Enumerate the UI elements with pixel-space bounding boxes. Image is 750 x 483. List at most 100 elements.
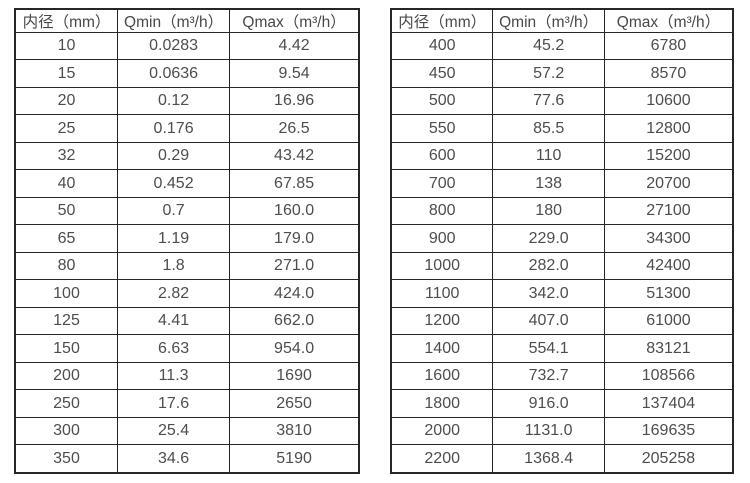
table-cell: 2650: [229, 389, 360, 418]
table-row: 900 229.0 34300: [390, 224, 734, 253]
table-row: 50 0.7 160.0: [14, 196, 360, 226]
table-cell: 424.0: [229, 279, 360, 308]
table-row: 450 57.2 8570: [390, 59, 734, 88]
table-row: 150 6.63 954.0: [14, 334, 360, 363]
table-row: 100 2.82 424.0: [14, 279, 360, 308]
table-row: 500 77.6 10600: [390, 86, 734, 116]
table-cell: 1690: [229, 361, 360, 391]
table-header-row: 内径（mm） Qmin（m³/h） Qmax（m³/h）: [14, 8, 360, 33]
table-cell: 0.7: [116, 196, 231, 226]
table-cell: 1200: [390, 306, 494, 336]
table-cell: 554.1: [492, 334, 605, 363]
table-cell: 0.0636: [116, 59, 231, 88]
table-cell: 800: [390, 196, 494, 226]
table-cell: 350: [14, 444, 118, 474]
table-cell: 0.452: [116, 169, 231, 198]
table-cell: 26.5: [229, 114, 360, 143]
table-row: 550 85.5 12800: [390, 114, 734, 143]
column-header: Qmax（m³/h）: [229, 8, 360, 33]
table-cell: 2.82: [116, 279, 231, 308]
table-cell: 1000: [390, 251, 494, 281]
table-cell: 6780: [603, 31, 734, 61]
table-cell: 700: [390, 169, 494, 198]
table-row: 40 0.452 67.85: [14, 169, 360, 198]
table-row: 80 1.8 271.0: [14, 251, 360, 281]
table-cell: 1800: [390, 389, 494, 418]
table-cell: 0.12: [116, 86, 231, 116]
table-cell: 83121: [603, 334, 734, 363]
table-cell: 282.0: [492, 251, 605, 281]
table-row: 800 180 27100: [390, 196, 734, 226]
table-cell: 200: [14, 361, 118, 391]
table-row: 20 0.12 16.96: [14, 86, 360, 116]
table-row: 1800 916.0 137404: [390, 389, 734, 418]
table-cell: 916.0: [492, 389, 605, 418]
table-cell: 12800: [603, 114, 734, 143]
table-cell: 11.3: [116, 361, 231, 391]
table-row: 600 110 15200: [390, 141, 734, 171]
table-cell: 34300: [603, 224, 734, 253]
table-cell: 600: [390, 141, 494, 171]
table-row: 125 4.41 662.0: [14, 306, 360, 336]
table-cell: 900: [390, 224, 494, 253]
table-cell: 3810: [229, 416, 360, 446]
table-row: 300 25.4 3810: [14, 416, 360, 446]
table-cell: 0.29: [116, 141, 231, 171]
table-cell: 169635: [603, 416, 734, 446]
table-cell: 25.4: [116, 416, 231, 446]
table-cell: 80: [14, 251, 118, 281]
table-row: 32 0.29 43.42: [14, 141, 360, 171]
table-cell: 50: [14, 196, 118, 226]
table-cell: 8570: [603, 59, 734, 88]
table-cell: 61000: [603, 306, 734, 336]
table-row: 15 0.0636 9.54: [14, 59, 360, 88]
table-cell: 6.63: [116, 334, 231, 363]
table-cell: 1400: [390, 334, 494, 363]
table-cell: 43.42: [229, 141, 360, 171]
table-cell: 1.8: [116, 251, 231, 281]
table-cell: 271.0: [229, 251, 360, 281]
table-cell: 10600: [603, 86, 734, 116]
column-header: 内径（mm）: [14, 8, 118, 33]
table-row: 200 11.3 1690: [14, 361, 360, 391]
table-row: 1200 407.0 61000: [390, 306, 734, 336]
table-cell: 662.0: [229, 306, 360, 336]
table-cell: 42400: [603, 251, 734, 281]
table-cell: 407.0: [492, 306, 605, 336]
table-cell: 0.176: [116, 114, 231, 143]
table-cell: 300: [14, 416, 118, 446]
table-cell: 125: [14, 306, 118, 336]
table-cell: 2000: [390, 416, 494, 446]
table-cell: 9.54: [229, 59, 360, 88]
table-cell: 2200: [390, 444, 494, 474]
table-cell: 500: [390, 86, 494, 116]
table-cell: 65: [14, 224, 118, 253]
table-cell: 15200: [603, 141, 734, 171]
table-cell: 20: [14, 86, 118, 116]
table-cell: 205258: [603, 444, 734, 474]
table-cell: 180: [492, 196, 605, 226]
table-cell: 67.85: [229, 169, 360, 198]
table-cell: 85.5: [492, 114, 605, 143]
table-row: 700 138 20700: [390, 169, 734, 198]
table-row: 2200 1368.4 205258: [390, 444, 734, 474]
table-cell: 17.6: [116, 389, 231, 418]
table-cell: 16.96: [229, 86, 360, 116]
table-cell: 51300: [603, 279, 734, 308]
table-cell: 1131.0: [492, 416, 605, 446]
table-cell: 25: [14, 114, 118, 143]
table-row: 2000 1131.0 169635: [390, 416, 734, 446]
column-header: Qmax（m³/h）: [603, 8, 734, 33]
table-cell: 0.0283: [116, 31, 231, 61]
table-row: 65 1.19 179.0: [14, 224, 360, 253]
table-cell: 40: [14, 169, 118, 198]
table-row: 400 45.2 6780: [390, 31, 734, 61]
table-cell: 5190: [229, 444, 360, 474]
table-cell: 4.41: [116, 306, 231, 336]
table-cell: 138: [492, 169, 605, 198]
table-cell: 179.0: [229, 224, 360, 253]
table-cell: 137404: [603, 389, 734, 418]
table-cell: 954.0: [229, 334, 360, 363]
table-cell: 57.2: [492, 59, 605, 88]
